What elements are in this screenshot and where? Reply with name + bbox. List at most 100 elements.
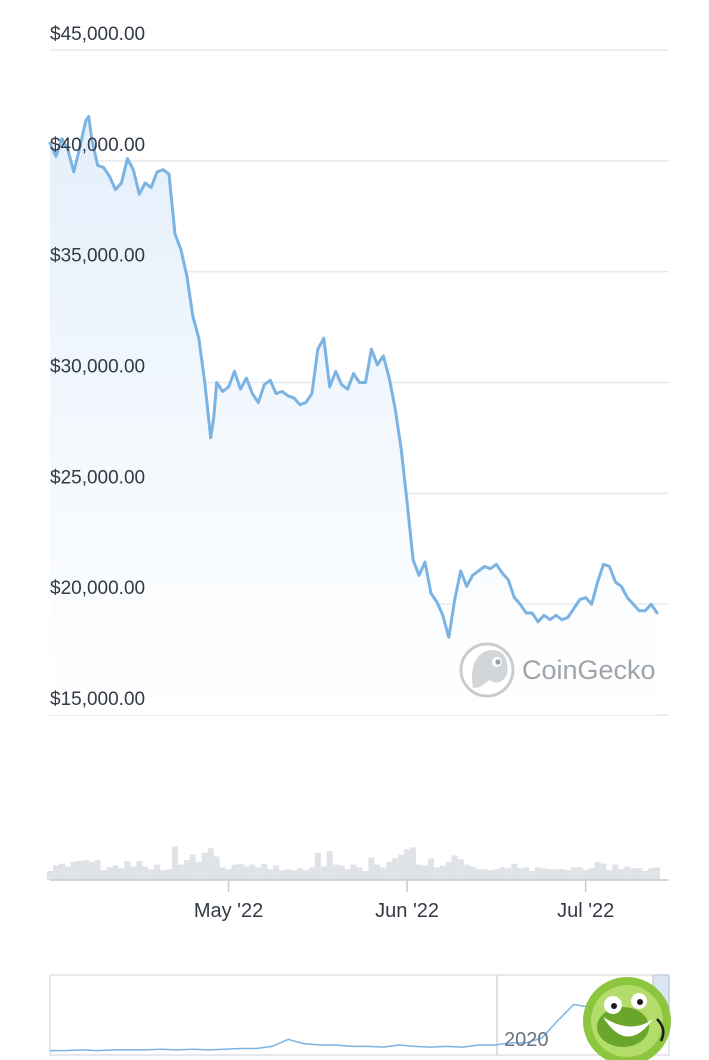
volume-bar bbox=[124, 861, 131, 880]
volume-bars bbox=[47, 846, 661, 880]
volume-bar bbox=[547, 869, 553, 880]
volume-bar bbox=[344, 869, 351, 880]
volume-bar bbox=[463, 864, 470, 880]
x-tick-label: Jun '22 bbox=[375, 900, 439, 922]
y-tick-label: $15,000.00 bbox=[50, 689, 145, 710]
volume-bar bbox=[552, 869, 559, 880]
volume-bar bbox=[189, 854, 196, 880]
volume-bar bbox=[398, 854, 405, 880]
volume-bar bbox=[231, 864, 238, 880]
volume-bar bbox=[422, 865, 428, 880]
volume-bar bbox=[356, 867, 363, 880]
volume-bar bbox=[433, 867, 440, 880]
volume-bar bbox=[249, 864, 256, 880]
y-tick-label: $20,000.00 bbox=[50, 578, 145, 599]
volume-bar bbox=[279, 870, 286, 880]
volume-bar bbox=[183, 860, 190, 880]
volume-bar bbox=[624, 866, 631, 880]
volume-bar bbox=[588, 868, 595, 880]
volume-bar bbox=[374, 864, 381, 880]
volume-bar bbox=[47, 871, 53, 880]
volume-bar bbox=[630, 868, 637, 880]
volume-bar bbox=[142, 866, 149, 880]
volume-bar bbox=[243, 866, 250, 880]
volume-bar bbox=[439, 865, 446, 880]
volume-bar bbox=[201, 852, 208, 880]
navigator-year-label: 2020 bbox=[504, 1029, 549, 1051]
volume-bar bbox=[618, 869, 625, 880]
volume-bar bbox=[410, 847, 417, 880]
volume-bar bbox=[594, 861, 601, 880]
volume-bar bbox=[392, 858, 399, 880]
volume-bar bbox=[219, 867, 226, 880]
volume-bar bbox=[166, 869, 172, 880]
coingecko-watermark: CoinGecko bbox=[459, 642, 656, 698]
volume-bar bbox=[582, 870, 589, 880]
volume-bar bbox=[612, 864, 619, 880]
volume-bar bbox=[523, 867, 530, 880]
volume-bar bbox=[76, 861, 83, 880]
volume-bar bbox=[445, 861, 452, 880]
volume-bar bbox=[326, 851, 333, 880]
volume-bar bbox=[53, 865, 59, 880]
x-tick-label: May '22 bbox=[194, 900, 263, 922]
volume-bar bbox=[499, 867, 506, 880]
volume-bar bbox=[564, 870, 571, 880]
volume-bar bbox=[320, 866, 327, 880]
volume-bar bbox=[225, 869, 232, 880]
y-axis-ticks: $45,000.00 $40,000.00 $35,000.00 $30,000.00… bbox=[50, 24, 145, 710]
volume-bar bbox=[505, 868, 512, 880]
volume-bar bbox=[177, 864, 184, 880]
volume-bar bbox=[558, 869, 565, 880]
volume-bar bbox=[172, 846, 178, 880]
volume-bar bbox=[255, 867, 262, 880]
volume-bar bbox=[386, 861, 393, 880]
volume-bar bbox=[475, 869, 482, 880]
volume-bar bbox=[600, 863, 607, 880]
navigator-series bbox=[50, 999, 670, 1052]
volume-bar bbox=[88, 861, 95, 880]
volume-bar bbox=[457, 859, 464, 880]
volume-bar bbox=[416, 864, 422, 880]
volume-bar bbox=[338, 865, 345, 880]
volume-bar bbox=[106, 867, 113, 880]
volume-bar bbox=[368, 857, 375, 880]
volume-bar bbox=[148, 869, 155, 880]
volume-bar bbox=[136, 861, 143, 880]
volume-bar bbox=[100, 870, 107, 880]
volume-bar bbox=[606, 870, 613, 880]
volume-bar bbox=[535, 867, 542, 880]
volume-bar bbox=[118, 868, 125, 880]
watermark-text: CoinGecko bbox=[522, 655, 656, 685]
y-tick-label: $40,000.00 bbox=[50, 135, 145, 156]
volume-bar bbox=[451, 855, 458, 880]
volume-bar bbox=[570, 867, 577, 880]
navigator-frame bbox=[49, 974, 670, 1056]
x-tick-label: Jul '22 bbox=[557, 900, 614, 922]
volume-bar bbox=[529, 871, 536, 880]
range-navigator[interactable]: 2020 bbox=[49, 974, 670, 1056]
volume-bar bbox=[297, 868, 303, 880]
volume-bar bbox=[302, 870, 309, 880]
y-tick-label: $30,000.00 bbox=[50, 357, 145, 378]
y-tick-label: $25,000.00 bbox=[50, 467, 145, 488]
x-axis-ticks: May '22 Jun '22 Jul '22 bbox=[194, 880, 614, 922]
volume-bar bbox=[380, 867, 387, 880]
volume-bar bbox=[291, 870, 297, 880]
volume-bar bbox=[213, 856, 220, 880]
volume-bar bbox=[94, 860, 101, 880]
volume-bar bbox=[636, 868, 643, 880]
gecko-logo-icon bbox=[459, 642, 515, 698]
volume-bar bbox=[481, 869, 488, 880]
coingecko-mascot-icon[interactable] bbox=[583, 977, 671, 1060]
volume-bar bbox=[493, 869, 500, 880]
volume-bar bbox=[58, 863, 65, 880]
volume-bar bbox=[404, 849, 411, 880]
volume-bar bbox=[332, 864, 339, 880]
volume-bar bbox=[112, 865, 119, 880]
volume-bar bbox=[541, 868, 547, 880]
volume-bar bbox=[261, 863, 268, 880]
price-area-group bbox=[48, 115, 659, 715]
volume-bar bbox=[70, 861, 77, 880]
